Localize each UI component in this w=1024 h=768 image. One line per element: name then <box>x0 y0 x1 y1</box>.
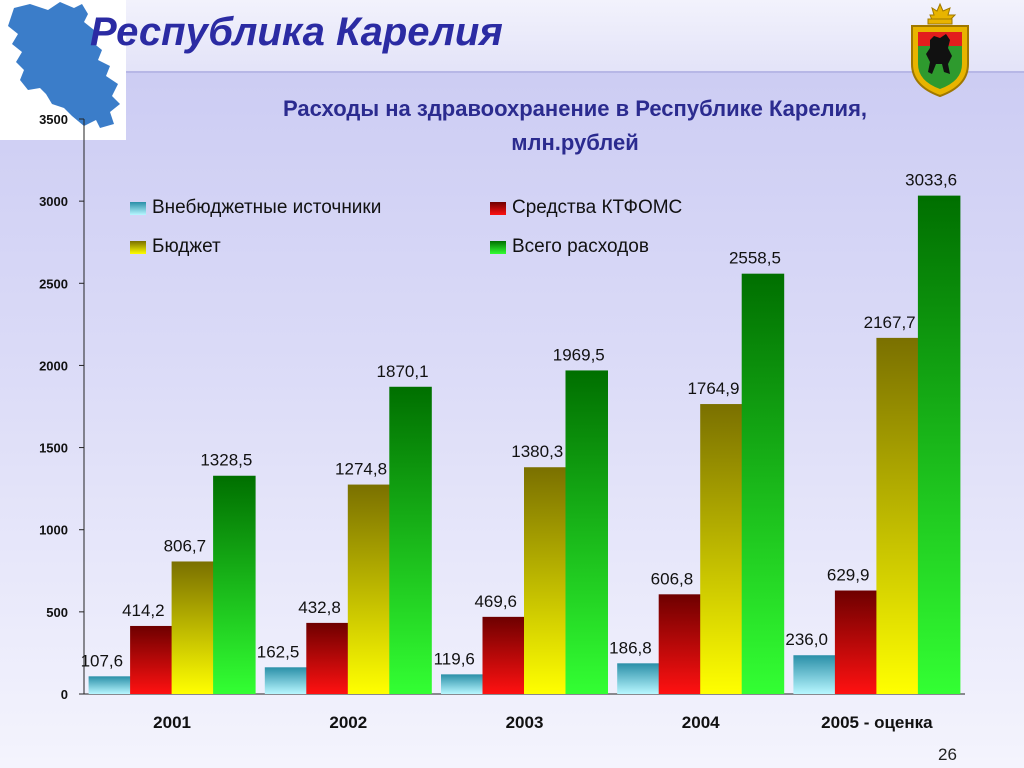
bar-total <box>917 195 961 694</box>
y-tick-label: 2000 <box>39 358 68 373</box>
data-label-total: 1328,5 <box>200 451 252 470</box>
bar-total <box>389 386 432 694</box>
x-tick-label: 2001 <box>153 713 191 732</box>
bar-budget <box>171 561 215 694</box>
x-tick-label: 2005 - оценка <box>821 713 933 732</box>
data-label-budget: 1274,8 <box>335 460 387 479</box>
y-tick-label: 2500 <box>39 276 68 291</box>
bar-budget <box>876 337 919 694</box>
karelia-map-shape <box>8 2 120 128</box>
slide-title: Республика Карелия <box>90 10 503 54</box>
bar-ktfoms <box>834 590 878 694</box>
bar-ktfoms <box>482 616 525 694</box>
data-label-ktfoms: 606,8 <box>651 569 694 588</box>
bar-budget <box>700 404 743 694</box>
y-tick-label: 3500 <box>39 112 68 127</box>
data-label-offbudget: 107,6 <box>81 651 124 670</box>
legend-swatch-offbudget <box>130 201 146 215</box>
karelia-map-icon <box>0 0 126 140</box>
bar-offbudget <box>617 663 660 694</box>
chart-title: Расходы на здравоохранение в Республике … <box>150 92 1000 160</box>
data-label-total: 3033,6 <box>905 171 957 190</box>
legend-swatch-total <box>490 240 506 254</box>
data-label-total: 2558,5 <box>729 249 781 268</box>
y-tick-label: 500 <box>46 605 68 620</box>
legend-label-total: Всего расходов <box>512 236 649 257</box>
bar-ktfoms <box>130 625 173 694</box>
legend-label-ktfoms: Средства КТФОМС <box>512 197 683 218</box>
legend-item-total: Всего расходов <box>490 236 649 258</box>
data-label-ktfoms: 469,6 <box>474 592 517 611</box>
bar-offbudget <box>793 655 836 694</box>
data-label-ktfoms: 432,8 <box>298 598 341 617</box>
bar-offbudget <box>88 676 132 694</box>
legend-item-budget: Бюджет <box>130 236 221 258</box>
y-tick-label: 1000 <box>39 523 68 538</box>
bar-ktfoms <box>658 594 702 694</box>
karelia-coat-of-arms-icon <box>904 2 976 100</box>
bar-total <box>741 273 785 694</box>
y-tick-label: 3000 <box>39 194 68 209</box>
data-label-offbudget: 186,8 <box>609 638 652 657</box>
data-label-total: 1969,5 <box>553 345 605 364</box>
header-band <box>0 0 1024 72</box>
bar-budget <box>524 467 567 694</box>
data-label-total: 1870,1 <box>377 362 429 381</box>
chart-title-line-2: млн.рублей <box>511 130 639 155</box>
data-label-budget: 806,7 <box>164 536 207 555</box>
data-label-budget: 1764,9 <box>687 379 739 398</box>
legend-item-ktfoms: Средства КТФОМС <box>490 197 682 219</box>
chart-title-line-1: Расходы на здравоохранение в Республике … <box>282 96 868 121</box>
data-label-offbudget: 119,6 <box>434 649 475 668</box>
bar-total <box>565 370 608 694</box>
plot-area: 0 500 1000 1500 2000 2500 3000 3500 107,6 414,2 80… <box>39 112 965 732</box>
legend: Внебюджетные источники Средства КТФОМС Б… <box>130 197 730 267</box>
y-tick-label: 1500 <box>39 441 68 456</box>
bar-offbudget <box>264 667 308 694</box>
legend-swatch-ktfoms <box>490 201 506 215</box>
bar-offbudget <box>441 674 484 694</box>
legend-label-budget: Бюджет <box>152 236 221 257</box>
x-tick-label: 2004 <box>682 713 720 732</box>
x-tick-label: 2003 <box>506 713 544 732</box>
data-label-ktfoms: 414,2 <box>122 601 165 620</box>
page-number: 26 <box>938 745 957 764</box>
data-label-budget: 2167,7 <box>864 313 916 332</box>
legend-label-offbudget: Внебюджетные источники <box>152 197 382 218</box>
data-label-budget: 1380,3 <box>511 442 563 461</box>
bar-total <box>213 475 256 694</box>
data-label-offbudget: 162,5 <box>257 642 300 661</box>
data-label-ktfoms: 629,9 <box>827 566 870 585</box>
legend-swatch-budget <box>130 240 146 254</box>
header-divider <box>0 71 1024 73</box>
y-tick-label: 0 <box>61 687 68 702</box>
bar-budget <box>347 484 391 694</box>
bar-ktfoms <box>306 622 349 694</box>
legend-item-offbudget: Внебюджетные источники <box>130 197 381 219</box>
x-tick-label: 2002 <box>329 713 367 732</box>
data-label-offbudget: 236,0 <box>785 630 828 649</box>
